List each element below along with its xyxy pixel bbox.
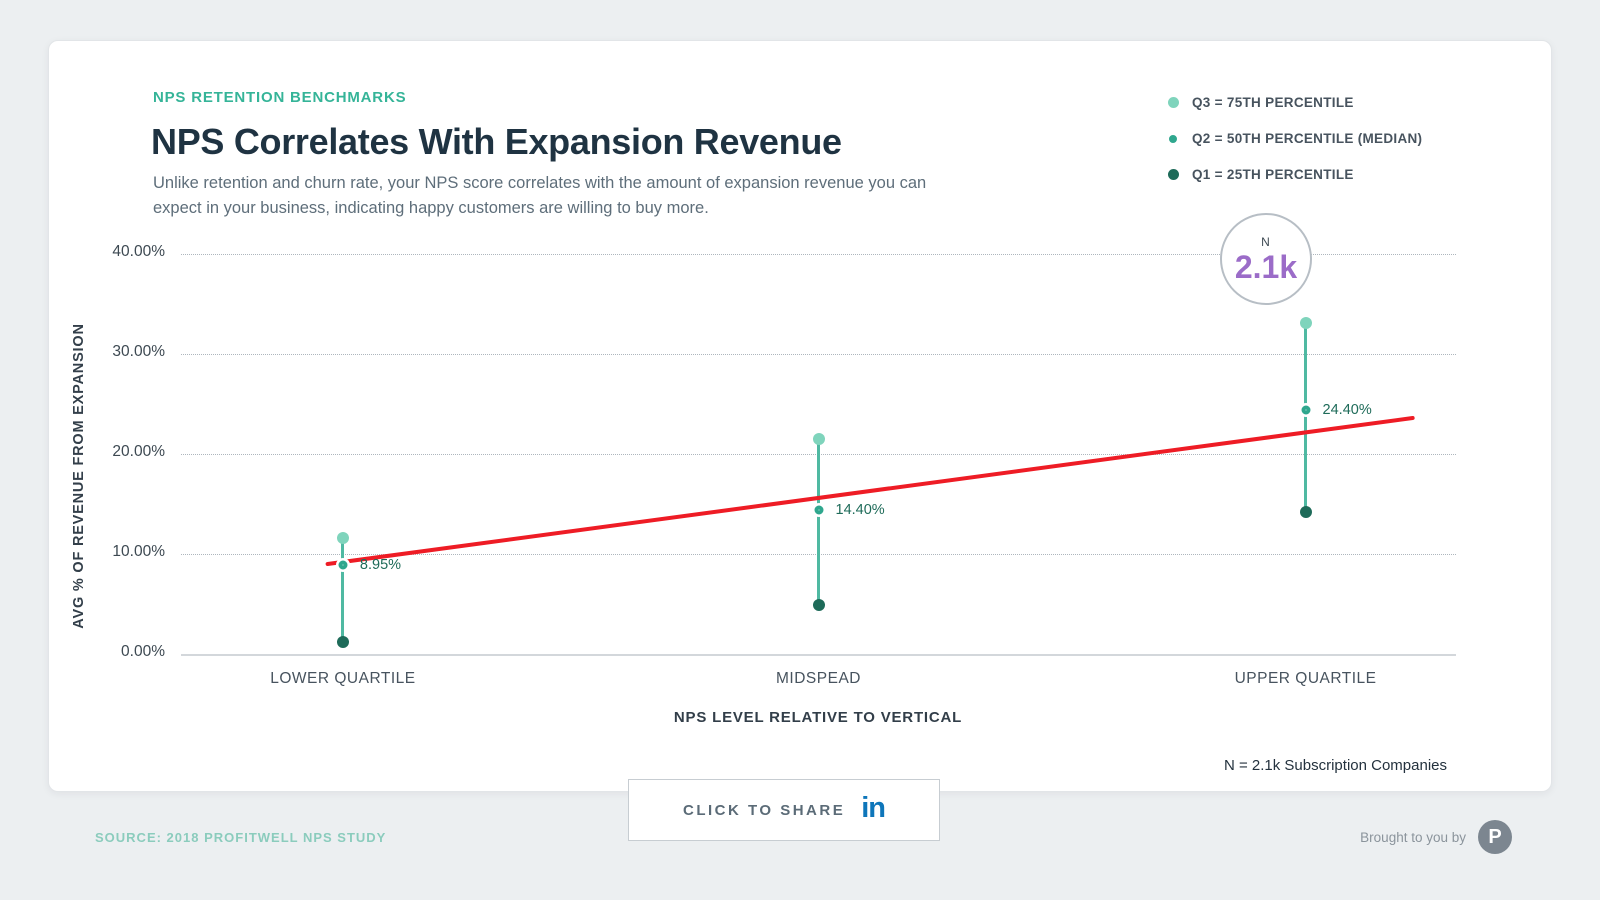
quartile-range-line bbox=[817, 439, 820, 605]
chart-card: NPS RETENTION BENCHMARKS NPS Correlates … bbox=[48, 40, 1552, 792]
page-title: NPS Correlates With Expansion Revenue bbox=[151, 121, 842, 162]
n-badge-letter: N bbox=[1261, 235, 1271, 249]
legend-label: Q2 = 50TH PERCENTILE (MEDIAN) bbox=[1192, 131, 1423, 146]
quartile-dot-icon bbox=[1164, 166, 1182, 184]
legend-item: Q1 = 25TH PERCENTILE bbox=[1164, 163, 1422, 186]
q3-dot bbox=[336, 532, 349, 544]
brought-label: Brought to you by bbox=[1360, 829, 1466, 845]
legend-item: Q2 = 50TH PERCENTILE (MEDIAN) bbox=[1164, 127, 1422, 150]
profitwell-logo-icon: P bbox=[1478, 820, 1512, 854]
x-axis-line bbox=[181, 654, 1456, 656]
q2-median-ring bbox=[814, 505, 823, 515]
q2-median-ring bbox=[338, 560, 348, 569]
plot-area: 40.00% 30.00% 20.00% 10.00% 0.00% LOWER QUART… bbox=[112, 243, 1456, 687]
eyebrow: NPS RETENTION BENCHMARKS bbox=[153, 89, 407, 106]
share-button-label: CLICK TO SHARE bbox=[682, 801, 846, 819]
legend: Q3 = 75TH PERCENTILE Q2 = 50TH PERCENTILE… bbox=[1164, 91, 1422, 186]
sample-size-note: N = 2.1k Subscription Companies bbox=[1223, 757, 1447, 774]
x-category-label: UPPER QUARTILE bbox=[1234, 670, 1377, 687]
quartile-range-line bbox=[341, 538, 345, 642]
subtitle: Unlike retention and churn rate, your NP… bbox=[153, 174, 927, 217]
trend-line bbox=[325, 416, 1415, 566]
quartile-range-line bbox=[1304, 323, 1308, 512]
x-axis-title: NPS LEVEL RELATIVE TO VERTICAL bbox=[673, 709, 963, 726]
q3-dot bbox=[812, 433, 825, 445]
y-axis-title: AVG % OF REVENUE FROM EXPANSION bbox=[71, 323, 87, 629]
legend-label: Q1 = 25TH PERCENTILE bbox=[1192, 167, 1354, 182]
q1-dot bbox=[336, 636, 349, 648]
gridline bbox=[181, 354, 1456, 355]
median-value-label: 8.95% bbox=[359, 556, 402, 573]
x-category-label: LOWER QUARTILE bbox=[270, 670, 416, 687]
footer-brought: Brought to you by P bbox=[1360, 820, 1512, 854]
median-value-label: 24.40% bbox=[1322, 402, 1372, 418]
q1-dot bbox=[812, 599, 825, 611]
source-credit: SOURCE: 2018 PROFITWELL NPS STUDY bbox=[95, 830, 387, 845]
y-tick-label: 20.00% bbox=[112, 443, 165, 460]
y-tick-label: 40.00% bbox=[112, 243, 165, 260]
quartile-dot-icon bbox=[1164, 94, 1182, 112]
linkedin-icon: in bbox=[861, 791, 886, 824]
legend-item: Q3 = 75TH PERCENTILE bbox=[1164, 91, 1422, 114]
median-ring-icon bbox=[1164, 130, 1182, 148]
n-badge-value: 2.1k bbox=[1234, 249, 1298, 285]
y-tick-label: 10.00% bbox=[112, 543, 165, 560]
q3-dot bbox=[1299, 317, 1312, 329]
legend-label: Q3 = 75TH PERCENTILE bbox=[1192, 95, 1354, 110]
gridline bbox=[181, 254, 1456, 255]
median-value-label: 14.40% bbox=[835, 502, 885, 518]
y-tick-label: 30.00% bbox=[112, 343, 165, 360]
q2-median-ring bbox=[1301, 405, 1311, 415]
share-button[interactable]: CLICK TO SHARE in bbox=[628, 779, 940, 841]
n-badge: N 2.1k bbox=[1220, 213, 1312, 305]
q1-dot bbox=[1299, 506, 1312, 518]
x-category-label: MIDSPEAD bbox=[776, 670, 861, 687]
y-tick-label: 0.00% bbox=[121, 643, 165, 660]
